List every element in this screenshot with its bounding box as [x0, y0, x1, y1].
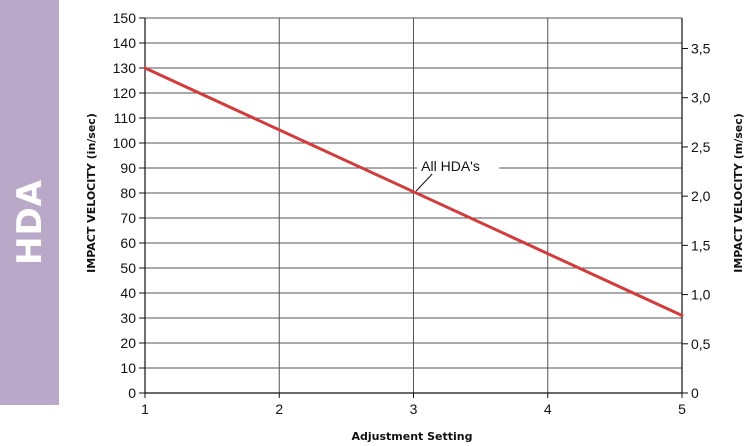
y-tick-label: 10 [120, 360, 136, 376]
y2-tick-label: 0 [691, 385, 699, 401]
x-tick-label: 2 [275, 401, 283, 417]
y2-tick-label: 2,0 [691, 188, 711, 204]
y-axis-title: IMPACT VELOCITY (in/sec) [85, 113, 98, 273]
y2-tick-label: 1,5 [691, 237, 711, 253]
y-tick-label: 0 [128, 385, 136, 401]
x-tick-label: 3 [410, 401, 418, 417]
y-tick-label: 100 [113, 135, 137, 151]
annotation-bg [417, 157, 500, 176]
y-tick-label: 120 [113, 85, 137, 101]
series-layer [143, 66, 684, 317]
y2-tick-label: 3,5 [691, 41, 711, 57]
side-tab: HDA [0, 0, 59, 405]
x-tick-label: 5 [678, 401, 686, 417]
y-tick-label: 150 [113, 10, 137, 26]
y2-tick-label: 3,0 [691, 90, 711, 106]
y-tick-label: 50 [120, 260, 136, 276]
y-tick-label: 40 [120, 285, 136, 301]
y-tick-label: 130 [113, 60, 137, 76]
y-tick-label: 20 [120, 335, 136, 351]
y2-tick-label: 2,5 [691, 139, 711, 155]
axes [139, 17, 688, 398]
annotation-label: All HDA's [421, 158, 480, 174]
y-tick-label: 70 [120, 210, 136, 226]
y2-axis-title: IMPACT VELOCITY (m/sec) [732, 113, 745, 273]
annotations: All HDA's [415, 157, 500, 192]
x-tick-label: 1 [141, 401, 149, 417]
y-tick-label: 30 [120, 310, 136, 326]
y2-tick-label: 1,0 [691, 287, 711, 303]
x-axis-title: Adjustment Setting [351, 430, 472, 443]
y-tick-label: 60 [120, 235, 136, 251]
annotation-leader [415, 173, 433, 192]
y-tick-label: 110 [114, 110, 137, 126]
grid [145, 17, 683, 393]
y-tick-label: 140 [113, 35, 137, 51]
y-tick-label: 90 [120, 160, 136, 176]
y-tick-label: 80 [120, 185, 136, 201]
series-line-all-hdas [143, 66, 684, 317]
y2-tick-label: 0,5 [691, 336, 711, 352]
x-tick-label: 4 [544, 401, 552, 417]
